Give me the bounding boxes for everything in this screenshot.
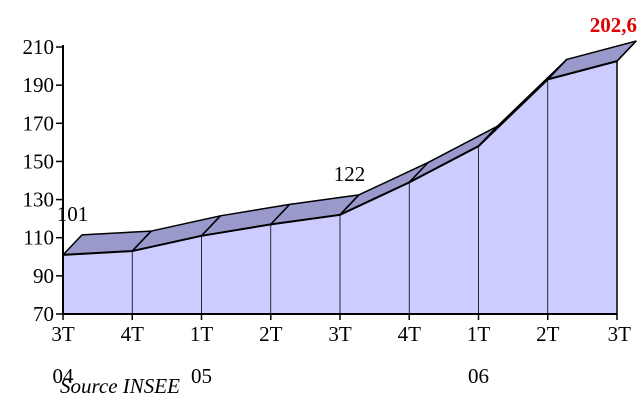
y-tick-label-110: 110 — [23, 226, 54, 250]
x-tick-label-2: 1T — [190, 322, 214, 346]
x-year-label-2: 05 — [191, 364, 212, 388]
y-tick-label-170: 170 — [23, 111, 55, 135]
x-tick-label-1: 4T — [121, 322, 145, 346]
labels-layer: 70 90 110 130 150 170 190 210 3T 04 4T 1T 05 2T 3T 4T 1T… — [23, 13, 637, 388]
y-tick-label-190: 190 — [23, 73, 55, 97]
axes-layer — [56, 45, 618, 320]
x-tick-label-0: 3T — [51, 322, 75, 346]
source-note: Source INSEE — [60, 374, 180, 398]
ribbon-right-edge — [616, 40, 637, 62]
ribbon-top-layer — [62, 40, 637, 314]
x-tick-label-6: 1T — [467, 322, 491, 346]
x-year-label-0: 04 — [53, 364, 75, 388]
x-tick-label-4: 3T — [328, 322, 352, 346]
area-fill-layer — [63, 61, 617, 315]
data-label-0: 101 — [57, 202, 89, 226]
x-tick-label-8: 3T — [608, 322, 632, 346]
x-year-label-6: 06 — [468, 364, 489, 388]
y-tick-label-90: 90 — [33, 264, 54, 288]
x-tick-label-3: 2T — [259, 322, 283, 346]
y-tick-label-70: 70 — [33, 302, 54, 326]
y-tick-label-150: 150 — [23, 149, 55, 173]
series-line — [62, 60, 618, 256]
data-label-8: 202,6 — [590, 13, 637, 37]
x-tick-label-7: 2T — [536, 322, 560, 346]
data-label-4: 122 — [334, 162, 366, 186]
y-tick-label-210: 210 — [23, 35, 55, 59]
y-tick-label-130: 130 — [23, 188, 55, 212]
x-tick-label-5: 4T — [398, 322, 422, 346]
